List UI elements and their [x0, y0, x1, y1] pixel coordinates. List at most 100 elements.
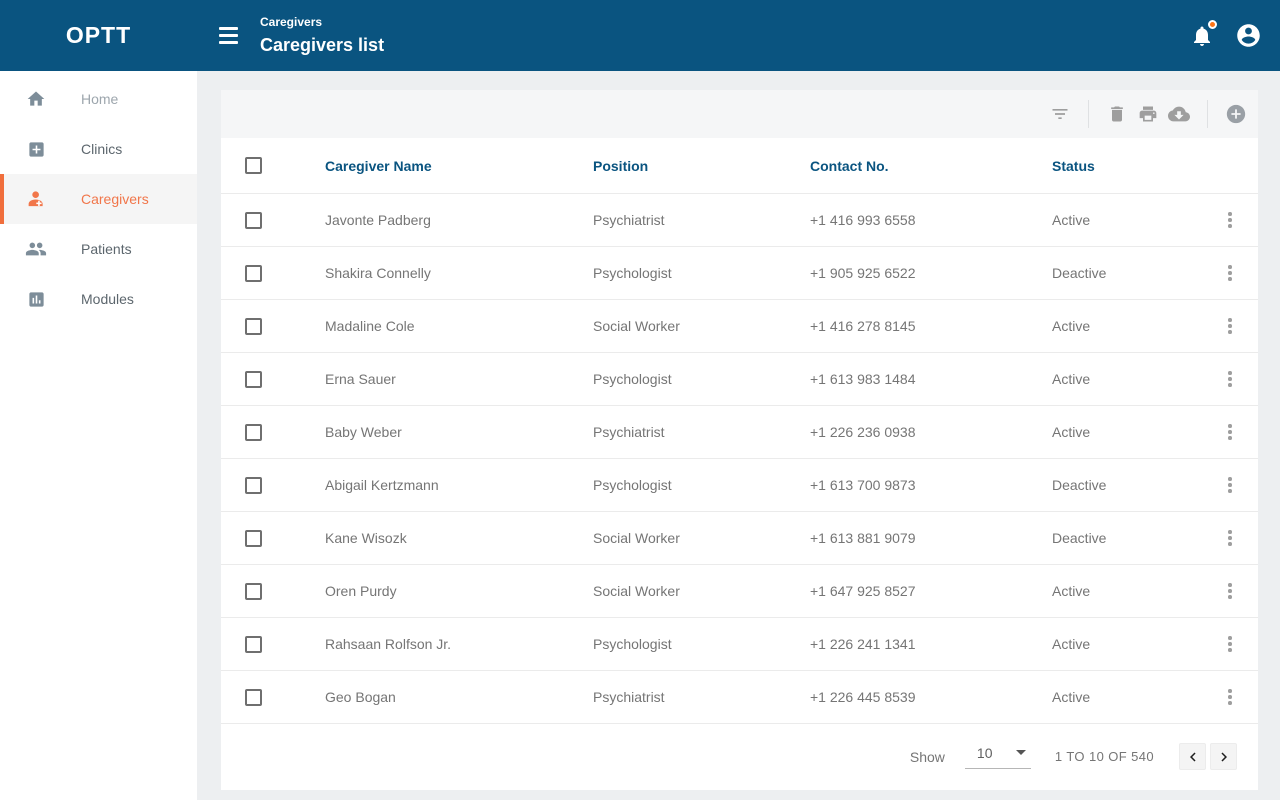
row-checkbox[interactable] — [245, 688, 262, 706]
account-icon[interactable] — [1235, 22, 1262, 49]
row-checkbox[interactable] — [245, 211, 262, 229]
cell-status: Active — [1052, 371, 1091, 387]
delete-icon[interactable] — [1105, 102, 1129, 126]
header-titles: Caregivers Caregivers list — [260, 15, 384, 58]
column-header-caregiver-name[interactable]: Caregiver Name — [325, 157, 432, 174]
notification-badge — [1208, 20, 1217, 29]
cell-status: Deactive — [1052, 477, 1107, 493]
cell-contact: +1 226 241 1341 — [810, 636, 916, 652]
cell-position: Psychiatrist — [593, 689, 665, 705]
people-icon — [25, 238, 47, 260]
cell-position: Social Worker — [593, 318, 680, 334]
sidebar-item-modules[interactable]: Modules — [0, 274, 197, 324]
cell-contact: +1 613 983 1484 — [810, 371, 916, 387]
cell-caregiver-name: Kane Wisozk — [325, 530, 407, 546]
cell-position: Psychologist — [593, 371, 672, 387]
column-header-position[interactable]: Position — [593, 157, 649, 174]
row-checkbox[interactable] — [245, 317, 262, 335]
home-icon — [25, 88, 47, 110]
next-page-button[interactable] — [1210, 743, 1237, 770]
cell-caregiver-name: Abigail Kertzmann — [325, 477, 439, 493]
sidebar-item-label: Modules — [81, 291, 134, 307]
bell-icon[interactable] — [1190, 20, 1217, 48]
cloud-download-icon[interactable] — [1167, 102, 1191, 126]
row-checkbox[interactable] — [245, 582, 262, 600]
table-row: Baby Weber Psychiatrist +1 226 236 0938 … — [221, 406, 1258, 459]
previous-page-button[interactable] — [1179, 743, 1206, 770]
show-label: Show — [909, 748, 945, 765]
table-row: Oren Purdy Social Worker +1 647 925 8527… — [221, 565, 1258, 618]
cell-status: Active — [1052, 636, 1091, 652]
cell-position: Social Worker — [593, 583, 680, 599]
toolbar-divider — [1088, 100, 1089, 128]
cell-contact: +1 613 700 9873 — [810, 477, 916, 493]
row-menu-icon[interactable] — [1222, 579, 1238, 603]
table-toolbar — [221, 90, 1258, 138]
table-row: Madaline Cole Social Worker +1 416 278 8… — [221, 300, 1258, 353]
row-checkbox[interactable] — [245, 370, 262, 388]
select-all-checkbox[interactable] — [245, 157, 262, 174]
app-header: OPTT Caregivers Caregivers list — [0, 0, 1280, 71]
bar-chart-icon — [25, 288, 47, 310]
cell-caregiver-name: Madaline Cole — [325, 318, 415, 334]
cell-status: Active — [1052, 424, 1091, 440]
menu-icon[interactable] — [219, 27, 238, 44]
cell-position: Psychologist — [593, 265, 672, 281]
table-row: Abigail Kertzmann Psychologist +1 613 70… — [221, 459, 1258, 512]
sidebar-item-caregivers[interactable]: Caregivers — [0, 174, 197, 224]
table-row: Geo Bogan Psychiatrist +1 226 445 8539 A… — [221, 671, 1258, 724]
sidebar-item-label: Clinics — [81, 141, 123, 157]
sidebar-item-clinics[interactable]: Clinics — [0, 124, 197, 174]
row-menu-icon[interactable] — [1222, 473, 1238, 497]
table-header-row: Caregiver Name Position Contact No. Stat… — [221, 138, 1258, 194]
cell-caregiver-name: Geo Bogan — [325, 689, 396, 705]
breadcrumb: Caregivers — [260, 15, 323, 29]
chevron-down-icon — [1015, 750, 1026, 755]
cell-contact: +1 647 925 8527 — [810, 583, 916, 599]
row-menu-icon[interactable] — [1222, 420, 1238, 444]
sidebar-item-label: Caregivers — [81, 191, 149, 207]
cell-caregiver-name: Oren Purdy — [325, 583, 397, 599]
cell-contact: +1 613 881 9079 — [810, 530, 916, 546]
row-menu-icon[interactable] — [1222, 685, 1238, 709]
row-menu-icon[interactable] — [1222, 261, 1238, 285]
table-row: Shakira Connelly Psychologist +1 905 925… — [221, 247, 1258, 300]
sidebar: Home Clinics Caregivers Patients Modules — [0, 71, 197, 800]
sidebar-item-label: Home — [81, 91, 119, 107]
row-checkbox[interactable] — [245, 635, 262, 653]
toolbar-divider — [1207, 100, 1208, 128]
sidebar-item-label: Patients — [81, 241, 132, 257]
row-menu-icon[interactable] — [1222, 367, 1238, 391]
cell-caregiver-name: Javonte Padberg — [325, 212, 431, 228]
cell-status: Deactive — [1052, 530, 1107, 546]
table-row: Javonte Padberg Psychiatrist +1 416 993 … — [221, 194, 1258, 247]
cell-caregiver-name: Shakira Connelly — [325, 265, 431, 281]
add-circle-icon[interactable] — [1224, 102, 1248, 126]
print-icon[interactable] — [1136, 102, 1160, 126]
sidebar-item-home[interactable]: Home — [0, 74, 197, 124]
pagination-range: 1 TO 10 OF 540 — [1054, 749, 1154, 764]
cell-status: Active — [1052, 689, 1091, 705]
row-checkbox[interactable] — [245, 264, 262, 282]
add-box-icon — [25, 138, 47, 160]
row-menu-icon[interactable] — [1222, 314, 1238, 338]
row-menu-icon[interactable] — [1222, 526, 1238, 550]
cell-caregiver-name: Rahsaan Rolfson Jr. — [325, 636, 452, 652]
sidebar-item-patients[interactable]: Patients — [0, 224, 197, 274]
row-menu-icon[interactable] — [1222, 208, 1238, 232]
column-header-contact[interactable]: Contact No. — [810, 157, 889, 174]
cell-position: Psychiatrist — [593, 212, 665, 228]
row-menu-icon[interactable] — [1222, 632, 1238, 656]
row-checkbox[interactable] — [245, 529, 262, 547]
column-header-status[interactable]: Status — [1052, 157, 1095, 174]
filter-icon[interactable] — [1048, 102, 1072, 126]
cell-status: Active — [1052, 318, 1091, 334]
row-checkbox[interactable] — [245, 476, 262, 494]
cell-position: Social Worker — [593, 530, 680, 546]
page-title: Caregivers list — [260, 35, 385, 55]
table-row: Rahsaan Rolfson Jr. Psychologist +1 226 … — [221, 618, 1258, 671]
row-checkbox[interactable] — [245, 423, 262, 441]
page-size-select[interactable]: 10 — [964, 745, 1031, 769]
table-footer: Show 10 1 TO 10 OF 540 — [221, 724, 1258, 789]
person-add-icon — [25, 188, 47, 210]
